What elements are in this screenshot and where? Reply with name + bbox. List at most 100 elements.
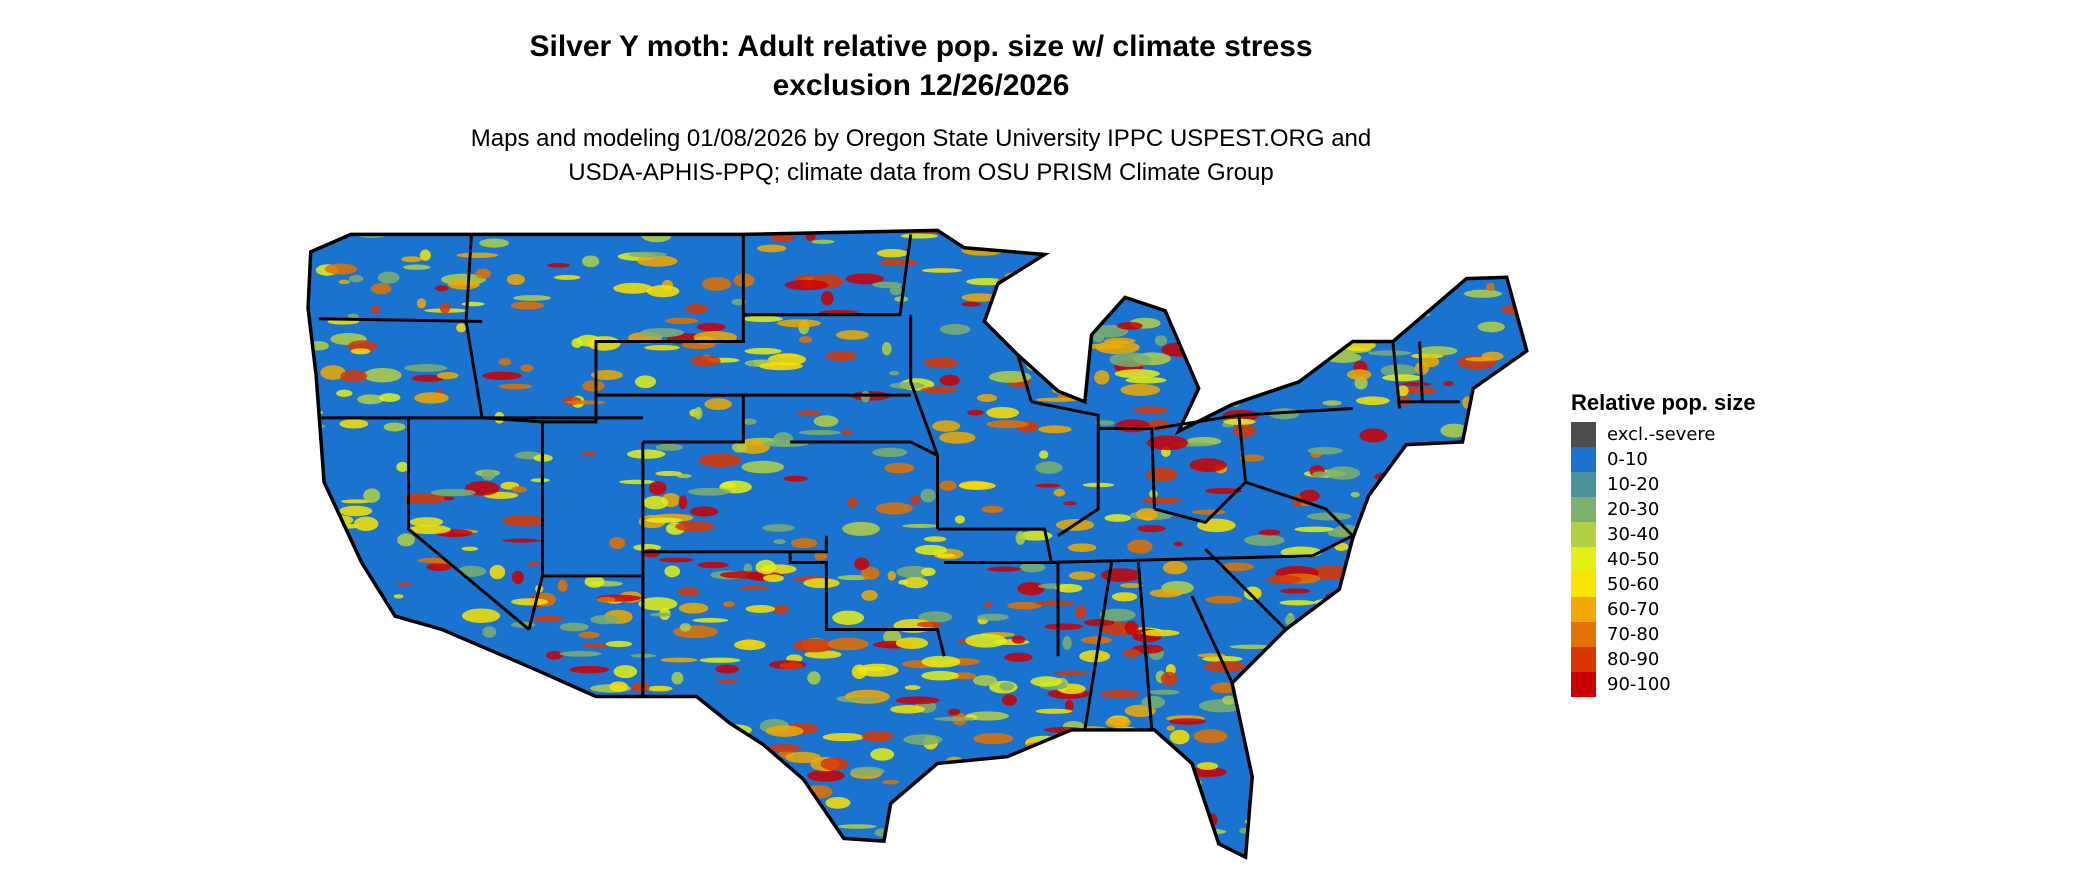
hotspot [461, 546, 479, 551]
legend-label: 0-10 [1607, 449, 1648, 470]
hotspot [571, 338, 583, 349]
hotspot [1148, 842, 1189, 854]
hotspot [308, 231, 325, 237]
hotspot [1404, 230, 1448, 238]
hotspot [1160, 236, 1190, 242]
state-border [1245, 480, 1354, 537]
hotspot [1015, 531, 1026, 545]
hotspot [314, 850, 331, 858]
hotspot [1276, 230, 1313, 235]
hotspot [510, 301, 544, 310]
hotspot [559, 727, 591, 735]
hotspot [344, 644, 356, 654]
state-border [542, 234, 745, 424]
legend-swatch [1571, 447, 1596, 472]
legend-item: 0-10 [1571, 447, 1756, 472]
hotspot [988, 370, 1032, 383]
hotspot [1279, 600, 1316, 606]
hotspot [1232, 423, 1256, 438]
hotspot [374, 705, 396, 712]
hotspot [1316, 774, 1360, 782]
hotspot [1465, 242, 1497, 251]
hotspot [1146, 435, 1189, 451]
hotspot [581, 451, 597, 457]
hotspot [461, 608, 501, 623]
hotspot [961, 293, 999, 302]
hotspot [1066, 315, 1092, 327]
hotspot [308, 731, 346, 739]
hotspot [896, 804, 929, 818]
hotspot [1143, 795, 1163, 803]
hotspot [626, 759, 661, 766]
hotspot [665, 317, 699, 325]
hotspot [773, 432, 794, 447]
hotspot [1404, 449, 1449, 456]
hotspot [986, 566, 1022, 572]
hotspot [677, 587, 701, 596]
hotspot [973, 732, 1014, 745]
hotspot [1105, 717, 1131, 728]
hotspot [522, 750, 544, 766]
hotspot [563, 796, 582, 804]
hotspot [1435, 586, 1468, 593]
hotspot [605, 640, 633, 648]
hotspot [590, 370, 623, 380]
hotspot [1033, 775, 1074, 787]
hotspot [1229, 274, 1261, 282]
hotspot [482, 626, 497, 638]
hotspot [1166, 725, 1175, 731]
hotspot [1114, 845, 1130, 850]
hotspot [1258, 529, 1281, 536]
hotspot [1333, 789, 1345, 798]
hotspot [699, 657, 741, 663]
state-borders [318, 234, 1460, 731]
hotspot [446, 661, 489, 666]
hotspot [322, 786, 355, 791]
hotspot [525, 685, 553, 701]
hotspot [797, 410, 822, 416]
hotspot [409, 750, 434, 765]
us-outline [306, 228, 1529, 860]
hotspot [1393, 755, 1415, 762]
hotspot [404, 849, 442, 858]
hotspot [688, 487, 731, 496]
hotspot [1236, 334, 1247, 344]
hotspot [1082, 770, 1124, 781]
hotspot [316, 849, 362, 858]
hotspot [1447, 624, 1463, 632]
hotspot [697, 561, 729, 569]
hotspot [976, 613, 1009, 621]
hotspot [1266, 575, 1302, 584]
legend-swatch [1571, 422, 1596, 447]
hotspot [660, 657, 698, 663]
hotspot [336, 389, 353, 398]
hotspot [784, 791, 811, 798]
hotspot [1063, 501, 1077, 506]
hotspot [779, 662, 803, 670]
hotspot [1239, 248, 1252, 255]
hotspot [1410, 780, 1453, 794]
hotspot [701, 277, 732, 291]
hotspot [1211, 281, 1231, 290]
hotspot [460, 825, 479, 839]
hotspot [1232, 230, 1278, 234]
hotspot [1389, 818, 1415, 832]
hotspot [876, 248, 908, 258]
hotspot [502, 515, 545, 527]
hotspot [553, 726, 584, 732]
hotspot [638, 597, 678, 611]
hotspot [1519, 851, 1527, 858]
hotspot [1141, 735, 1157, 742]
hotspot [1044, 623, 1083, 630]
hotspot [1362, 631, 1386, 640]
hotspot [336, 756, 349, 763]
hotspot [1438, 725, 1470, 737]
hotspot [889, 382, 925, 390]
hotspot [1035, 600, 1075, 606]
hotspot [1100, 689, 1140, 699]
hotspot [1040, 787, 1081, 794]
hotspot [339, 505, 373, 517]
hotspot [1460, 754, 1495, 766]
hotspot [1333, 791, 1370, 801]
hotspot [1400, 381, 1432, 387]
